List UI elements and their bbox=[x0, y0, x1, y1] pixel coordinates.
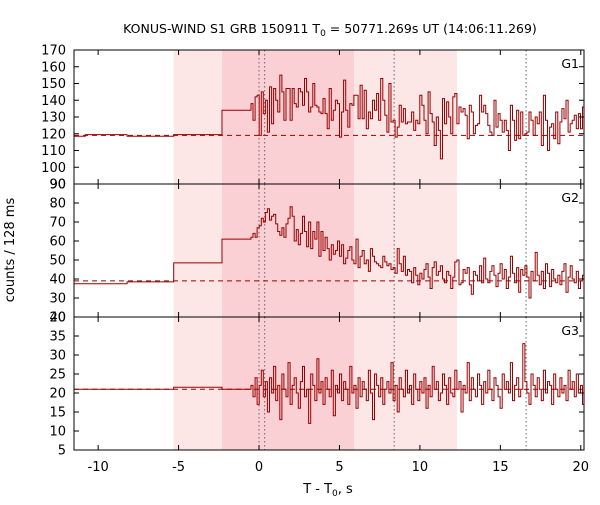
panel-label-g2: G2 bbox=[561, 190, 579, 205]
panel-g3: 5 10 15 20 25 30 35 40 G3 bbox=[49, 311, 585, 459]
light-curve-series-g2 bbox=[74, 206, 584, 299]
y-tick-label: 35 bbox=[49, 330, 66, 345]
x-tick-label: 0 bbox=[255, 460, 263, 475]
y-tick-label: 90 bbox=[49, 178, 66, 193]
y-tick-label: 10 bbox=[49, 425, 66, 440]
y-tick-label: 130 bbox=[41, 111, 66, 126]
y-tick-label: 40 bbox=[49, 311, 66, 326]
light-curve-series-g1 bbox=[74, 74, 584, 160]
x-tick-label: -5 bbox=[172, 460, 185, 475]
panel-g2: 20 30 40 50 60 70 80 90 G2 bbox=[49, 178, 585, 326]
panel-label-g1: G1 bbox=[561, 56, 579, 71]
y-tick-label: 60 bbox=[49, 235, 66, 250]
y-tick-label: 30 bbox=[49, 349, 66, 364]
y-tick-label: 100 bbox=[41, 161, 66, 176]
panel-frame bbox=[73, 316, 585, 451]
x-tick-label: 10 bbox=[412, 460, 429, 475]
x-tick-label: 5 bbox=[335, 460, 343, 475]
y-tick-label: 30 bbox=[49, 292, 66, 307]
x-axis-ticks: -10 -5 0 5 10 15 20 bbox=[88, 460, 590, 475]
y-tick-label: 140 bbox=[41, 94, 66, 109]
shaded-interval-dark bbox=[222, 184, 354, 317]
chart-title: KONUS-WIND S1 GRB 150911 T0 = 50771.269s… bbox=[123, 21, 537, 39]
y-tick-label: 90 bbox=[49, 178, 66, 193]
shaded-interval-dark bbox=[222, 50, 354, 184]
y-tick-label: 20 bbox=[49, 311, 66, 326]
panel-label-g3: G3 bbox=[561, 323, 579, 338]
y-axis-label: counts / 128 ms bbox=[3, 198, 18, 303]
y-tick-label: 80 bbox=[49, 197, 66, 212]
y-tick-label: 160 bbox=[41, 60, 66, 75]
x-tick-label: -10 bbox=[88, 460, 109, 475]
x-tick-label: 20 bbox=[573, 460, 590, 475]
y-tick-label: 50 bbox=[49, 254, 66, 269]
y-tick-label: 15 bbox=[49, 406, 66, 421]
x-axis-label: T - T0, s bbox=[302, 482, 353, 499]
y-tick-label: 170 bbox=[41, 44, 66, 59]
y-tick-label: 70 bbox=[49, 216, 66, 231]
y-tick-label: 40 bbox=[49, 273, 66, 288]
x-tick-label: 15 bbox=[492, 460, 509, 475]
y-tick-label: 20 bbox=[49, 387, 66, 402]
y-tick-label: 5 bbox=[58, 444, 66, 459]
y-tick-label: 25 bbox=[49, 368, 66, 383]
y-tick-label: 120 bbox=[41, 127, 66, 142]
light-curve-series-g3 bbox=[74, 343, 584, 424]
panels-group: 90100110120130140150160170G1203040506070… bbox=[41, 44, 585, 459]
y-tick-label: 110 bbox=[41, 144, 66, 159]
y-tick-label: 150 bbox=[41, 77, 66, 92]
